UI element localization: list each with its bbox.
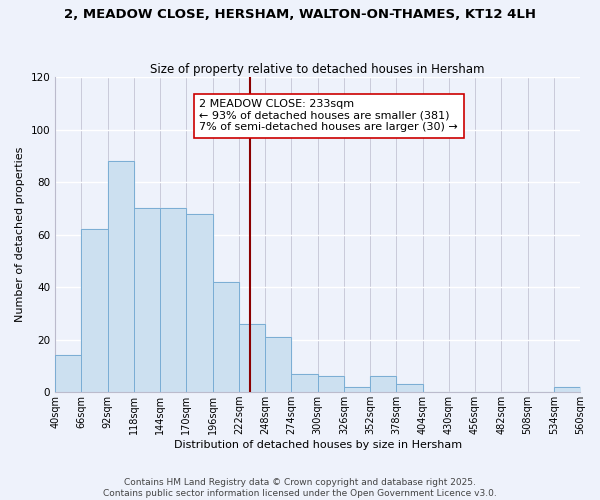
Text: 2, MEADOW CLOSE, HERSHAM, WALTON-ON-THAMES, KT12 4LH: 2, MEADOW CLOSE, HERSHAM, WALTON-ON-THAM… <box>64 8 536 20</box>
Title: Size of property relative to detached houses in Hersham: Size of property relative to detached ho… <box>151 63 485 76</box>
X-axis label: Distribution of detached houses by size in Hersham: Distribution of detached houses by size … <box>173 440 461 450</box>
Y-axis label: Number of detached properties: Number of detached properties <box>15 147 25 322</box>
Text: Contains HM Land Registry data © Crown copyright and database right 2025.
Contai: Contains HM Land Registry data © Crown c… <box>103 478 497 498</box>
Text: 2 MEADOW CLOSE: 233sqm
← 93% of detached houses are smaller (381)
7% of semi-det: 2 MEADOW CLOSE: 233sqm ← 93% of detached… <box>199 99 458 132</box>
